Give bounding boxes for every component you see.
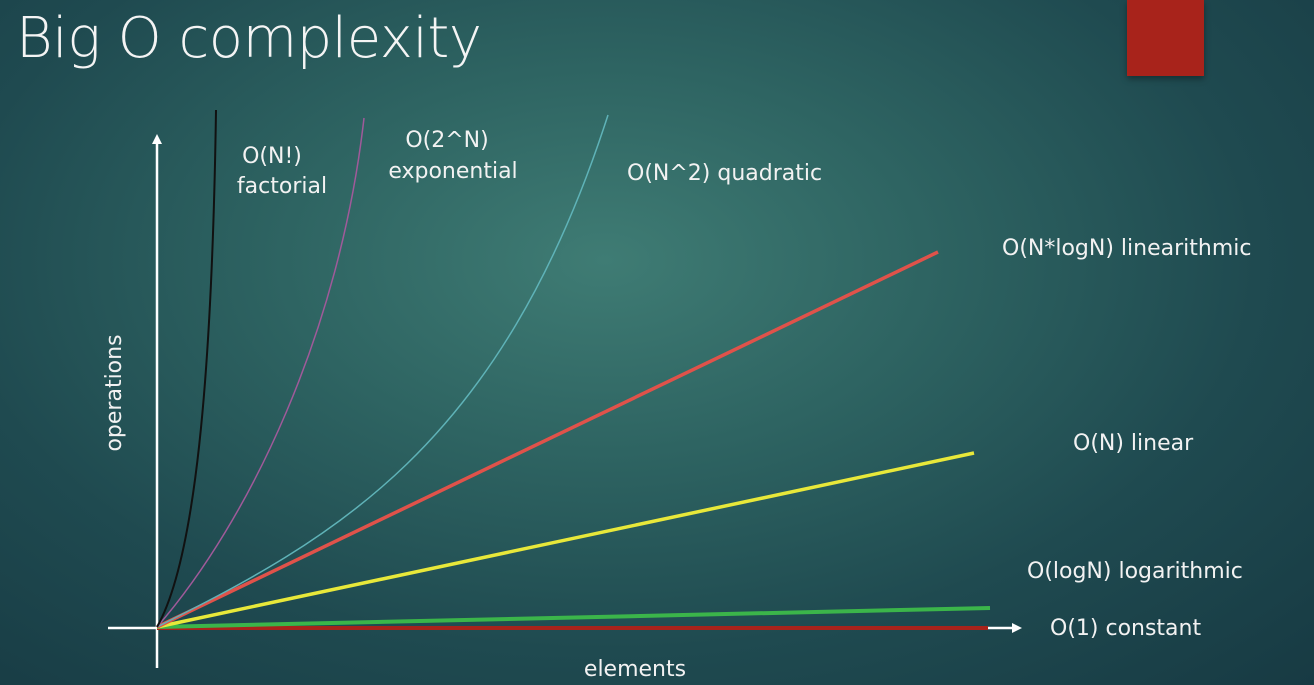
- slide-title: Big O complexity: [16, 6, 482, 71]
- accent-block: [1127, 0, 1204, 76]
- label-constant: O(1) constant: [1050, 616, 1201, 641]
- curve-linearithmic: [156, 250, 939, 629]
- label-linear: O(N) linear: [1073, 431, 1194, 456]
- curve-factorial: [156, 109, 217, 628]
- label-logarithmic: O(logN) logarithmic: [1027, 559, 1243, 584]
- label-exponential-notation: O(2^N): [405, 128, 488, 153]
- label-exponential-name: exponential: [388, 159, 517, 184]
- label-factorial-notation: O(N!): [242, 144, 302, 169]
- curve-linear: [156, 451, 975, 629]
- x-axis-label: elements: [584, 657, 686, 682]
- label-quadratic: O(N^2) quadratic: [627, 161, 822, 186]
- y-axis-label: operations: [102, 334, 127, 451]
- curve-quadratic: [156, 114, 609, 628]
- label-factorial-name: factorial: [237, 174, 327, 199]
- curve-exponential: [156, 117, 365, 628]
- label-linearithmic: O(N*logN) linearithmic: [1002, 236, 1251, 261]
- curve-logarithmic: [156, 606, 991, 629]
